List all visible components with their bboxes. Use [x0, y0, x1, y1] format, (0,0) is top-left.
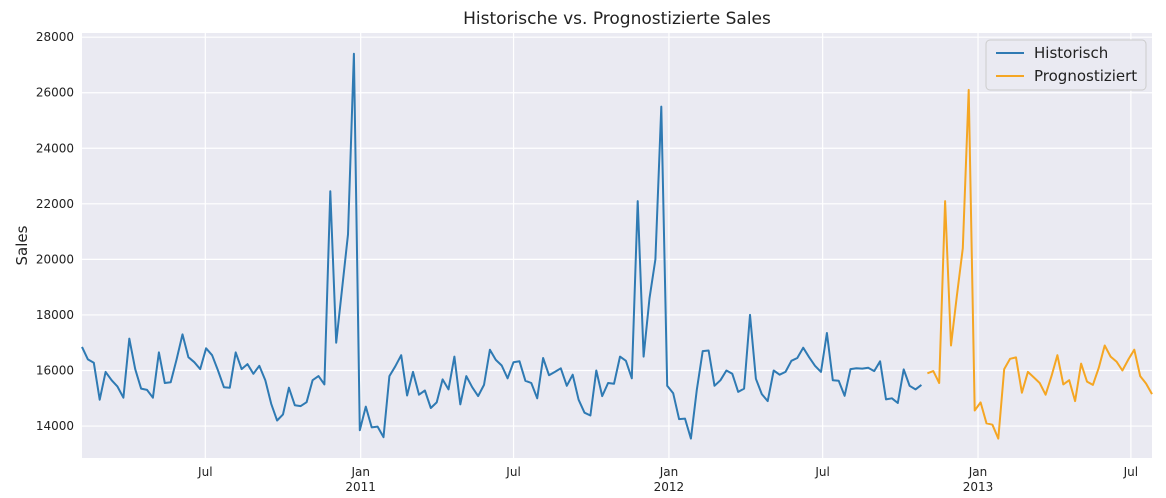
- y-tick-label: 16000: [36, 364, 74, 378]
- legend-label: Prognostiziert: [1034, 67, 1137, 85]
- x-tick-label: Jan: [968, 465, 988, 479]
- series-lines: [81, 52, 1153, 440]
- legend-box: [985, 39, 1147, 91]
- legend: Historisch Prognostiziert: [985, 39, 1147, 91]
- plot-area: [82, 33, 1152, 458]
- y-tick-label: 28000: [36, 30, 74, 44]
- x-tick-year-label: 2013: [963, 480, 994, 494]
- y-tick-label: 22000: [36, 197, 74, 211]
- chart-title: Historische vs. Prognostizierte Sales: [463, 9, 771, 29]
- y-tick-label: 14000: [36, 419, 74, 433]
- series-line-1: [927, 88, 1153, 440]
- x-tick-label: Jul: [1123, 465, 1138, 479]
- x-tick-year-label: 2011: [345, 480, 376, 494]
- x-tick-year-label: 2012: [654, 480, 685, 494]
- legend-label: Historisch: [1034, 44, 1108, 62]
- series-line-0: [81, 52, 923, 440]
- y-tick-label: 20000: [36, 252, 74, 266]
- y-tick-label: 18000: [36, 308, 74, 322]
- y-axis-ticks: 14000 16000 18000 20000 22000 24000 26000 28000: [36, 30, 74, 433]
- x-tick-label: Jan: [659, 465, 679, 479]
- x-tick-label: Jan: [350, 465, 370, 479]
- y-axis-label: Sales: [13, 225, 31, 265]
- grid-lines: [82, 33, 1152, 458]
- y-tick-label: 26000: [36, 86, 74, 100]
- x-tick-label: Jul: [197, 465, 212, 479]
- x-tick-label: Jul: [814, 465, 829, 479]
- x-tick-label: Jul: [505, 465, 520, 479]
- y-tick-label: 24000: [36, 141, 74, 155]
